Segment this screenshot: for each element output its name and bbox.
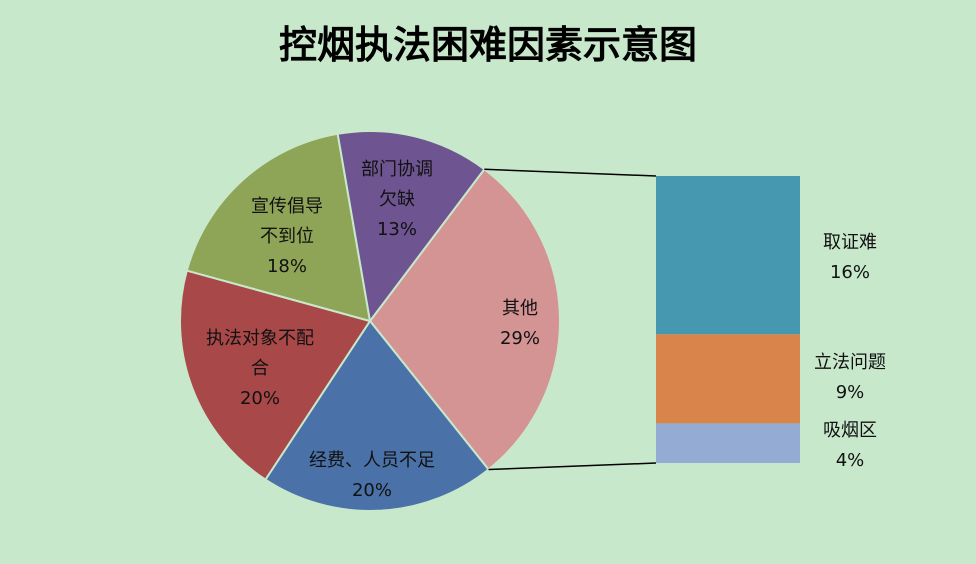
slice-value-label: 18% xyxy=(266,256,307,277)
chart-title: 控烟执法困难因素示意图 xyxy=(278,23,697,67)
pie-slice xyxy=(264,319,490,512)
segment-value-label: 4% xyxy=(835,450,865,471)
slice-value-label: 29% xyxy=(499,328,540,349)
slice-value-label: 13% xyxy=(376,219,417,240)
slice-value-label: 20% xyxy=(239,388,280,409)
connector xyxy=(484,168,657,177)
connector xyxy=(488,462,657,471)
segment-name: 吸烟区 xyxy=(823,420,877,441)
slice-name: 宣传倡导不到位 xyxy=(251,196,323,247)
slice-name: 经费、人员不足 xyxy=(309,450,435,471)
bar-label: 取证难 16% xyxy=(800,228,900,288)
pie-label: 部门协调欠缺 13% xyxy=(357,155,437,245)
slice-name: 其他 xyxy=(502,298,538,319)
bar-segment xyxy=(656,334,800,424)
bar-label: 立法问题 9% xyxy=(800,348,900,408)
segment-name: 取证难 xyxy=(823,232,877,253)
pie-label: 宣传倡导不到位 18% xyxy=(247,192,327,282)
bar-segment xyxy=(656,423,800,463)
bar-label: 吸烟区 4% xyxy=(800,416,900,476)
bar-segment xyxy=(656,176,800,335)
pie-slice xyxy=(179,269,372,482)
pie-label: 其他 29% xyxy=(480,294,560,354)
segment-name: 立法问题 xyxy=(814,352,886,373)
segment-value-label: 9% xyxy=(835,382,865,403)
segment-value-label: 16% xyxy=(829,262,870,283)
slice-value-label: 20% xyxy=(351,480,392,501)
slice-name: 部门协调欠缺 xyxy=(361,159,433,210)
pie-slice xyxy=(368,167,561,471)
pie-slice xyxy=(185,132,372,323)
pie-label: 经费、人员不足 20% xyxy=(267,446,477,506)
pie-label: 执法对象不配合 20% xyxy=(204,324,316,414)
slice-name: 执法对象不配合 xyxy=(206,328,314,379)
pie-slice xyxy=(336,130,486,324)
